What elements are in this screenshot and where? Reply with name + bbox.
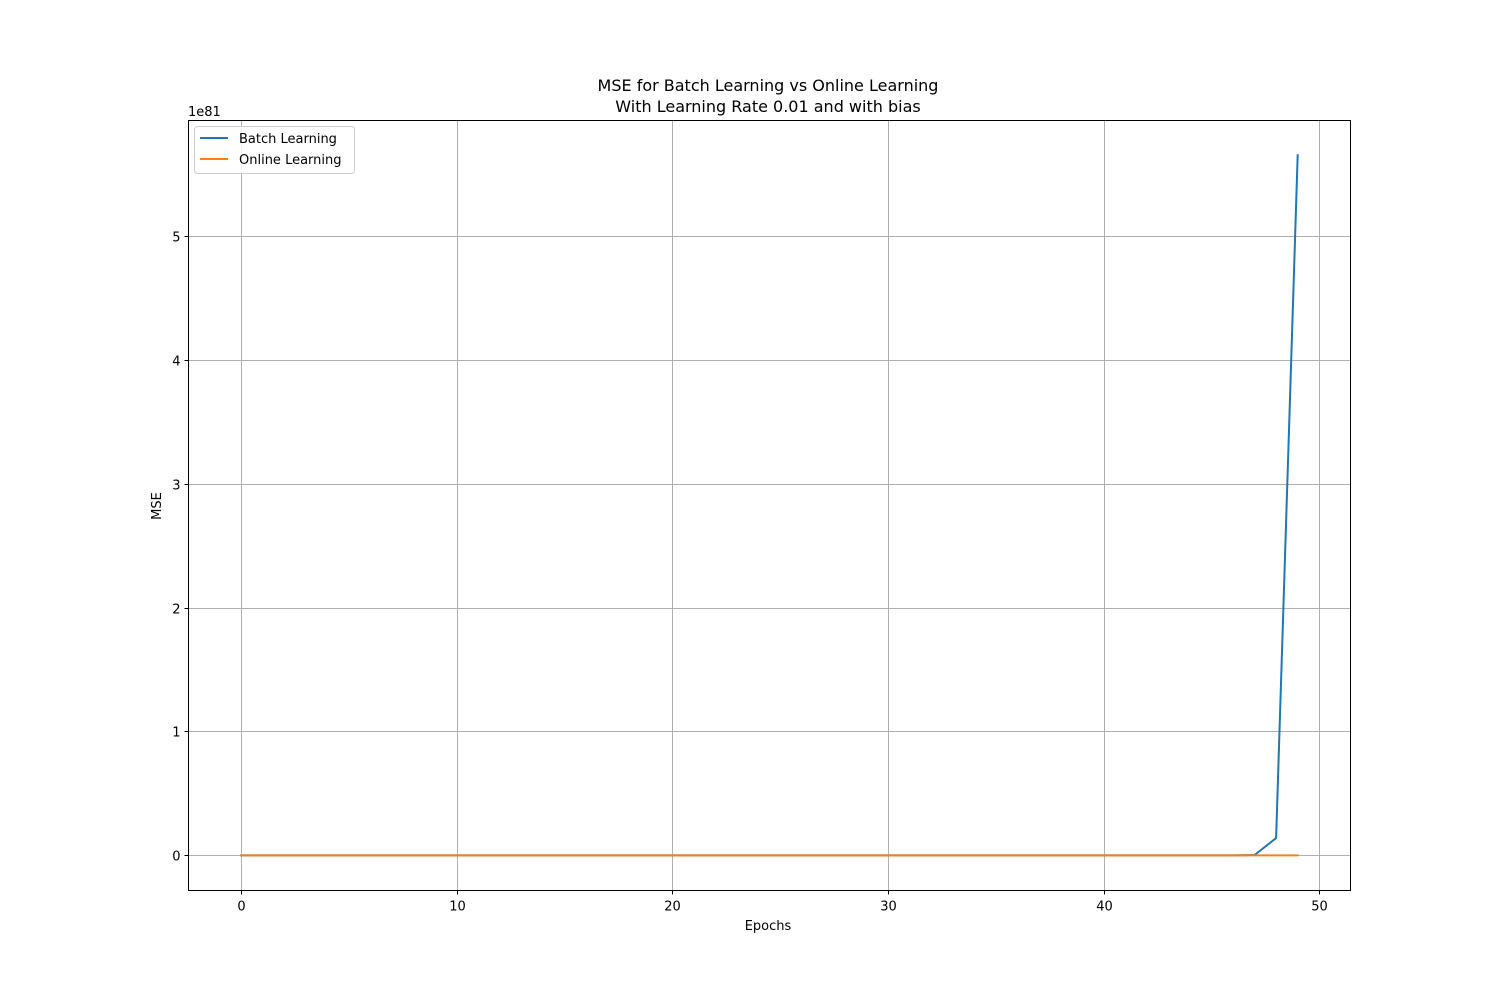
- legend-label-online-learning: Online Learning: [239, 153, 342, 168]
- y-axis-label: MSE: [150, 492, 165, 520]
- chart-title-line-1: MSE for Batch Learning vs Online Learnin…: [598, 76, 939, 95]
- legend-box: [194, 126, 355, 174]
- chart-title-line-2: With Learning Rate 0.01 and with bias: [615, 97, 920, 116]
- x-tick-label: 20: [664, 900, 681, 915]
- x-tick-label: 40: [1096, 900, 1113, 915]
- y-tick-label: 1: [172, 726, 180, 741]
- y-tick-label: 3: [172, 479, 180, 494]
- y-tick-label: 4: [172, 355, 180, 370]
- x-tick-label: 10: [449, 900, 466, 915]
- y-tick-label: 0: [172, 850, 180, 865]
- legend: Batch Learning Online Learning: [194, 126, 355, 174]
- x-tick-label: 0: [237, 900, 245, 915]
- x-tick-label: 30: [880, 900, 897, 915]
- x-tick-label: 50: [1311, 900, 1328, 915]
- y-axis-offset-label: 1e81: [188, 105, 221, 120]
- legend-label-batch-learning: Batch Learning: [239, 132, 337, 147]
- y-tick-label: 5: [172, 231, 180, 246]
- plot-series: [240, 154, 1299, 857]
- x-axis-label: Epochs: [745, 919, 792, 934]
- grid-lines: [188, 120, 1351, 891]
- axis-ticks: 0 10 20 30 40 50 0 1 2 3 4 5: [172, 231, 1328, 915]
- plot-area-frame: [188, 120, 1351, 891]
- y-tick-label: 2: [172, 603, 180, 618]
